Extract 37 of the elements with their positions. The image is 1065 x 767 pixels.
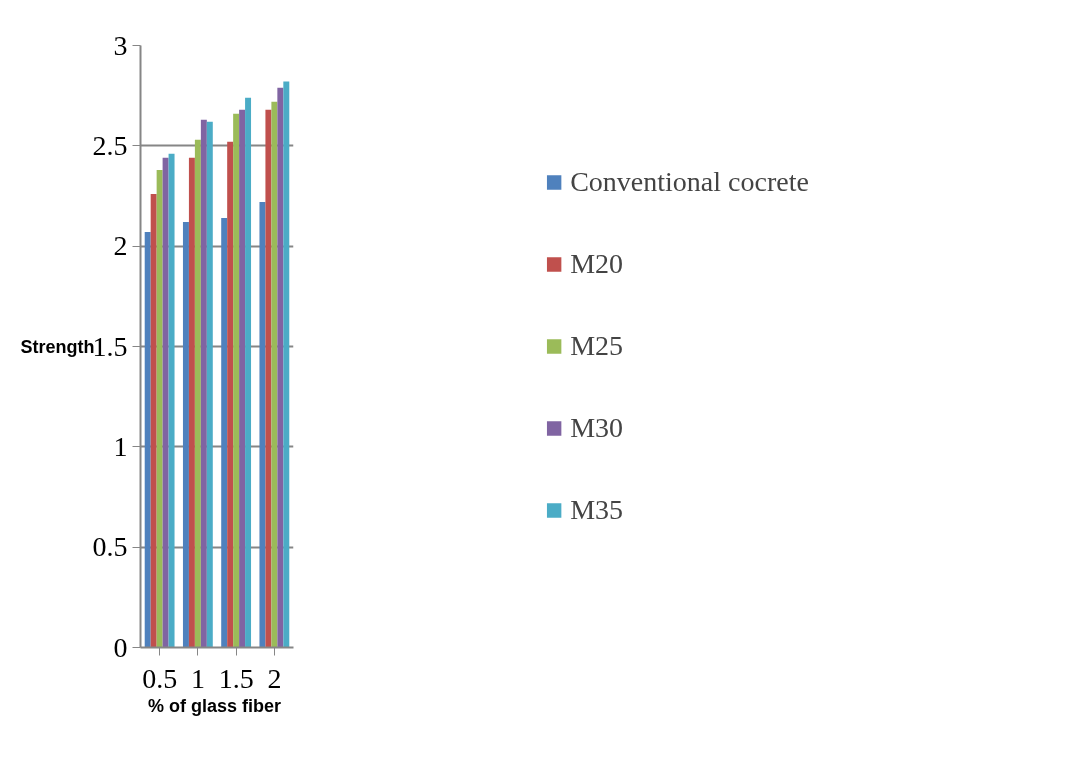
legend-label: Conventional cocrete [570,166,809,198]
bar [156,169,163,648]
y-axis-title: Strength [20,336,95,357]
bar [182,222,189,648]
legend-label: M20 [570,248,624,280]
legend-label: M25 [570,330,624,362]
bar [271,101,278,648]
bar [259,202,266,648]
x-axis-title: % of glass fiber [147,695,282,716]
bar [162,157,169,648]
y-tick-label: 0 [113,631,128,663]
bar [245,97,252,648]
y-tick-label: 1 [113,430,128,462]
bar [221,218,228,648]
bar [168,153,175,648]
x-tick-label: 1 [190,662,205,694]
x-tick-label: 1.5 [218,662,254,694]
bar [265,109,272,648]
bar [150,193,157,648]
y-tick-label: 2.5 [92,129,128,161]
legend-label: M35 [570,494,624,526]
bar [227,141,234,648]
bar [200,119,207,648]
bar [206,121,213,648]
bar [277,87,284,648]
y-tick-label: 3 [113,29,128,61]
legend-label: M30 [570,412,624,444]
bar [239,109,246,648]
bar [194,139,201,648]
x-tick-label: 2 [267,662,282,694]
x-tick-label: 0.5 [142,662,178,694]
y-tick-label: 0.5 [92,531,128,563]
y-tick-label: 2 [113,230,128,262]
bar [283,81,290,648]
bar [233,113,240,648]
bar [188,157,195,648]
bar [144,232,151,648]
